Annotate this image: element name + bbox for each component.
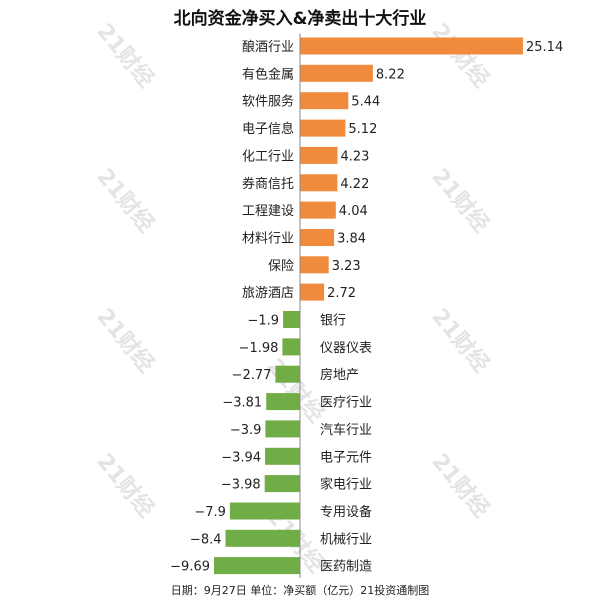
bar-1 [300,64,373,82]
bar-0 [300,37,523,55]
value-label-2: 5.44 [351,95,380,110]
category-label-4: 化工行业 [242,149,294,164]
category-label-1: 有色金属 [242,66,294,82]
category-label-13: 医疗行业 [320,396,372,411]
value-label-7: 3.84 [337,232,366,247]
value-label-11: −1.98 [239,341,279,356]
bar-16 [264,475,300,493]
value-label-3: 5.12 [348,122,377,137]
chart-title: 北向资金净买入&净卖出十大行业 [173,9,427,29]
value-label-13: −3.81 [222,396,262,411]
bar-4 [300,146,338,164]
category-label-19: 医药制造 [320,560,372,575]
category-label-17: 专用设备 [320,504,372,520]
value-label-5: 4.22 [340,177,369,192]
bar-6 [300,201,336,219]
value-label-18: −8.4 [190,532,222,547]
bar-9 [300,283,325,301]
value-label-1: 8.22 [376,67,405,82]
bar-15 [265,447,300,465]
watermark-2: 21财经 [91,164,159,238]
category-label-7: 材料行业 [242,232,294,247]
bars-layer [214,37,523,575]
bar-14 [265,420,300,438]
category-label-2: 软件服务 [242,94,294,110]
value-label-15: −3.94 [221,450,261,465]
bar-8 [300,256,329,274]
category-label-9: 旅游酒店 [242,286,294,301]
watermark-8: 21财经 [261,354,329,428]
value-label-9: 2.72 [327,286,356,301]
watermark-5: 21财经 [426,304,494,378]
value-label-12: −2.77 [232,368,272,383]
category-label-5: 券商信托 [242,176,294,192]
category-label-18: 机械行业 [320,532,372,547]
value-label-14: −3.9 [230,423,262,438]
category-label-16: 家电行业 [320,477,372,493]
bar-17 [229,502,300,520]
category-label-14: 汽车行业 [320,422,372,438]
watermark-4: 21财经 [91,304,159,378]
category-label-15: 电子元件 [320,450,372,465]
footer-note: 日期：9月27日 单位：净买额（亿元）21投资通制图 [170,584,430,597]
bar-19 [214,557,300,575]
value-label-10: −1.9 [248,314,280,329]
bar-3 [300,119,346,137]
watermark-0: 21财经 [91,19,159,93]
bar-7 [300,229,335,246]
value-label-4: 4.23 [341,149,370,164]
value-label-17: −7.9 [194,505,226,520]
value-label-8: 3.23 [332,259,361,274]
bar-12 [275,365,300,383]
category-label-6: 工程建设 [242,204,294,219]
category-label-8: 保险 [268,259,294,274]
watermark-7: 21财经 [426,449,494,523]
bar-13 [266,393,300,411]
labels-layer: 酿酒行业 25.14 有色金属 8.22 软件服务 5.44 电子信息 5.12 化工行业 4.2… [170,39,563,575]
category-label-3: 电子信息 [242,121,294,137]
watermark-3: 21财经 [426,164,494,238]
value-label-19: −9.69 [170,560,210,575]
watermark-6: 21财经 [91,449,159,523]
watermark-1: 21财经 [426,19,494,93]
category-label-0: 酿酒行业 [242,39,294,55]
bar-18 [225,529,300,547]
category-label-12: 房地产 [320,367,359,383]
value-label-6: 4.04 [339,204,368,219]
bar-2 [300,92,349,110]
category-label-11: 仪器仪表 [320,341,372,356]
bar-10 [283,311,300,328]
category-label-10: 银行 [320,314,346,329]
bar-11 [282,338,300,356]
value-label-0: 25.14 [526,40,563,55]
value-label-16: −3.98 [221,478,261,493]
bar-5 [300,174,338,192]
